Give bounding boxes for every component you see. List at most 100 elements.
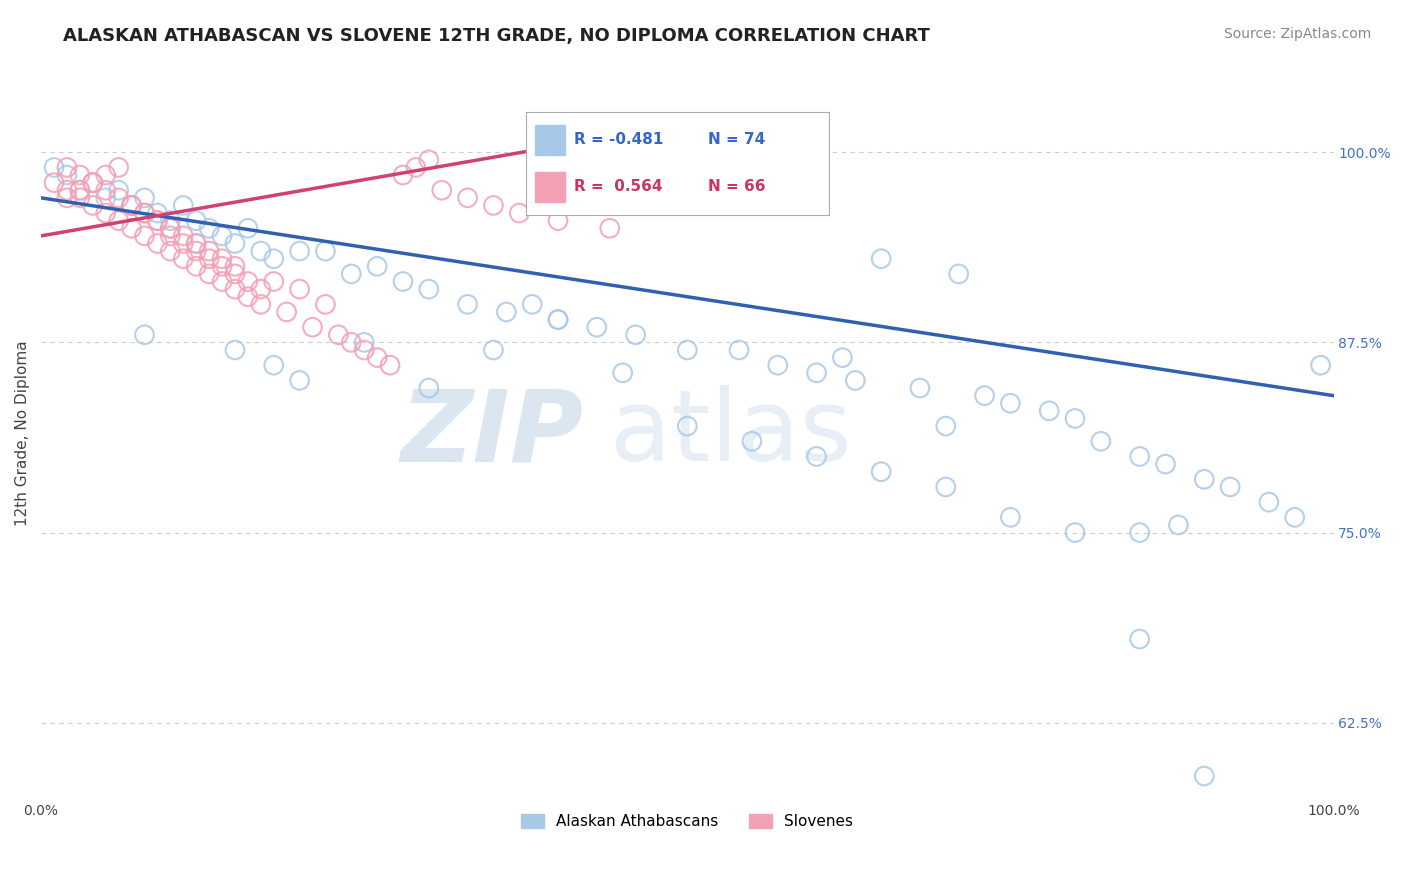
Point — [263, 275, 285, 289]
Point — [1257, 495, 1279, 509]
Point — [69, 191, 91, 205]
Point — [250, 244, 273, 258]
Point — [973, 389, 995, 403]
Point — [935, 419, 957, 434]
Point — [211, 260, 233, 274]
Point — [186, 244, 208, 258]
Point — [134, 206, 156, 220]
Legend: Alaskan Athabascans, Slovenes: Alaskan Athabascans, Slovenes — [515, 808, 859, 835]
Point — [418, 381, 440, 395]
Point — [82, 176, 104, 190]
Point — [159, 244, 181, 258]
Point — [134, 191, 156, 205]
Point — [186, 213, 208, 227]
Point — [353, 335, 375, 350]
Point — [418, 153, 440, 167]
Point — [392, 275, 415, 289]
Text: Source: ZipAtlas.com: Source: ZipAtlas.com — [1223, 27, 1371, 41]
Point — [56, 161, 79, 175]
Point — [121, 221, 143, 235]
Point — [107, 161, 129, 175]
Point — [1194, 472, 1216, 486]
Point — [624, 327, 647, 342]
Point — [276, 305, 298, 319]
Point — [585, 320, 607, 334]
Point — [430, 183, 453, 197]
Point — [806, 450, 828, 464]
Point — [56, 191, 79, 205]
Point — [172, 252, 194, 266]
Point — [547, 213, 569, 227]
Point — [1194, 769, 1216, 783]
Point — [211, 252, 233, 266]
Point — [340, 335, 363, 350]
Point — [1038, 404, 1060, 418]
Point — [134, 327, 156, 342]
Point — [948, 267, 970, 281]
Point — [457, 297, 479, 311]
Point — [224, 282, 246, 296]
Point — [314, 297, 336, 311]
Point — [236, 290, 259, 304]
Point — [159, 221, 181, 235]
Point — [159, 213, 181, 227]
Point — [69, 183, 91, 197]
Point — [224, 236, 246, 251]
Point — [806, 366, 828, 380]
Point — [676, 419, 699, 434]
Point — [676, 343, 699, 357]
Point — [146, 213, 169, 227]
Point — [1154, 457, 1177, 471]
Point — [728, 343, 751, 357]
Point — [159, 221, 181, 235]
Point — [250, 297, 273, 311]
Y-axis label: 12th Grade, No Diploma: 12th Grade, No Diploma — [15, 341, 30, 526]
Point — [121, 198, 143, 212]
Point — [172, 198, 194, 212]
Point — [1000, 510, 1022, 524]
Point — [134, 206, 156, 220]
Point — [1064, 411, 1087, 425]
Point — [288, 244, 311, 258]
Point — [121, 198, 143, 212]
Point — [831, 351, 853, 365]
Point — [1284, 510, 1306, 524]
Point — [82, 198, 104, 212]
Point — [328, 327, 350, 342]
Point — [172, 228, 194, 243]
Point — [314, 244, 336, 258]
Point — [82, 176, 104, 190]
Point — [186, 236, 208, 251]
Point — [1129, 525, 1152, 540]
Point — [301, 320, 323, 334]
Point — [236, 275, 259, 289]
Point — [1219, 480, 1241, 494]
Point — [146, 236, 169, 251]
Point — [42, 161, 65, 175]
Point — [159, 228, 181, 243]
Point — [236, 221, 259, 235]
Point — [198, 267, 221, 281]
Point — [766, 358, 789, 372]
Point — [353, 343, 375, 357]
Point — [1167, 518, 1189, 533]
Point — [741, 434, 763, 449]
Point — [224, 260, 246, 274]
Point — [250, 282, 273, 296]
Point — [1064, 525, 1087, 540]
Point — [263, 252, 285, 266]
Point — [340, 267, 363, 281]
Point — [1309, 358, 1331, 372]
Point — [482, 343, 505, 357]
Point — [211, 275, 233, 289]
Point — [42, 176, 65, 190]
Point — [418, 282, 440, 296]
Point — [146, 206, 169, 220]
Point — [547, 312, 569, 326]
Point — [198, 252, 221, 266]
Point — [94, 168, 117, 182]
Point — [908, 381, 931, 395]
Point — [186, 260, 208, 274]
Point — [1129, 450, 1152, 464]
Point — [69, 168, 91, 182]
